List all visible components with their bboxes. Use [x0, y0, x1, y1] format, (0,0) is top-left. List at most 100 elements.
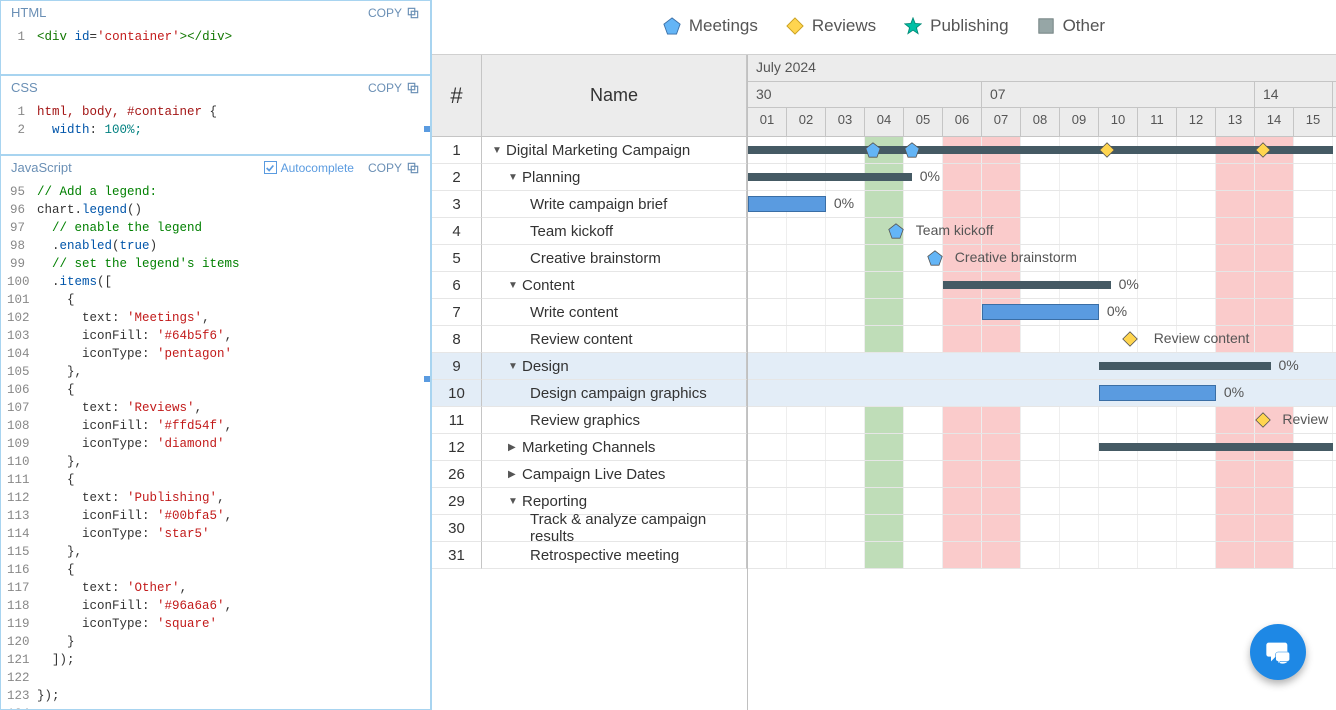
- timeline-row[interactable]: 0%: [748, 299, 1336, 326]
- task-bar[interactable]: [982, 304, 1099, 320]
- timeline-row[interactable]: Review: [748, 407, 1336, 434]
- autocomplete-toggle[interactable]: Autocomplete: [264, 161, 354, 175]
- task-bar[interactable]: [748, 196, 826, 212]
- grid-row-num[interactable]: 4: [432, 218, 482, 245]
- summary-bar[interactable]: [943, 281, 1111, 289]
- grid-row-name[interactable]: Design campaign graphics: [482, 380, 747, 407]
- grid-row-name[interactable]: Write content: [482, 299, 747, 326]
- chevron-down-icon[interactable]: ▼: [508, 361, 518, 372]
- chevron-right-icon[interactable]: ▶: [508, 469, 518, 480]
- grid-row-name[interactable]: Review graphics: [482, 407, 747, 434]
- chart-legend: Meetings Reviews Publishing Other: [432, 0, 1336, 54]
- grid-row-num[interactable]: 11: [432, 407, 482, 434]
- chat-fab-button[interactable]: [1250, 624, 1306, 680]
- grid-row-name[interactable]: Track & analyze campaign results: [482, 515, 747, 542]
- grid-row-num[interactable]: 30: [432, 515, 482, 542]
- checkbox-icon: [264, 161, 277, 174]
- gantt-timeline[interactable]: July 2024 300714 01020304050607080910111…: [748, 55, 1336, 710]
- timeline-row[interactable]: 0%: [748, 164, 1336, 191]
- grid-row-name[interactable]: Team kickoff: [482, 218, 747, 245]
- row-label: Review graphics: [530, 412, 640, 429]
- timeline-row[interactable]: 0%: [748, 380, 1336, 407]
- timeline-row[interactable]: [748, 137, 1336, 164]
- grid-row-num[interactable]: 29: [432, 488, 482, 515]
- gantt-data-grid: # 12345678910111226293031 Name ▼Digital …: [432, 55, 748, 710]
- milestone-marker[interactable]: [1122, 331, 1140, 349]
- grid-row-name[interactable]: Write campaign brief: [482, 191, 747, 218]
- chevron-down-icon[interactable]: ▼: [492, 145, 502, 156]
- grid-row-name[interactable]: ▼Content: [482, 272, 747, 299]
- row-label: Write campaign brief: [530, 196, 667, 213]
- diamond-icon: [786, 17, 804, 35]
- timeline-row[interactable]: Review content: [748, 326, 1336, 353]
- legend-label: Meetings: [689, 16, 758, 36]
- milestone-marker[interactable]: [927, 250, 945, 268]
- task-bar[interactable]: [1099, 385, 1216, 401]
- grid-row-name[interactable]: ▶Marketing Channels: [482, 434, 747, 461]
- grid-row-num[interactable]: 8: [432, 326, 482, 353]
- timeline-row[interactable]: [748, 434, 1336, 461]
- milestone-marker[interactable]: [865, 142, 883, 160]
- milestone-marker[interactable]: [1255, 412, 1273, 430]
- legend-item[interactable]: Reviews: [786, 16, 876, 36]
- summary-bar[interactable]: [748, 146, 1333, 154]
- timeline-day: 02: [787, 108, 826, 136]
- timeline-day: 01: [748, 108, 787, 136]
- html-code-area[interactable]: 1 <div id='container'></div>: [1, 24, 430, 74]
- grid-row-name[interactable]: ▶Campaign Live Dates: [482, 461, 747, 488]
- timeline-header: July 2024 300714 01020304050607080910111…: [748, 55, 1336, 137]
- legend-item[interactable]: Meetings: [663, 16, 758, 36]
- timeline-row[interactable]: [748, 515, 1336, 542]
- grid-row-num[interactable]: 12: [432, 434, 482, 461]
- grid-row-num[interactable]: 2: [432, 164, 482, 191]
- bar-label: 0%: [920, 168, 940, 184]
- timeline-row[interactable]: 0%: [748, 353, 1336, 380]
- timeline-row[interactable]: 0%: [748, 191, 1336, 218]
- summary-bar[interactable]: [1099, 443, 1333, 451]
- milestone-marker[interactable]: [1255, 142, 1273, 160]
- grid-row-num[interactable]: 6: [432, 272, 482, 299]
- js-copy-button[interactable]: COPY: [368, 161, 420, 175]
- timeline-row[interactable]: [748, 542, 1336, 569]
- legend-item[interactable]: Other: [1037, 16, 1106, 36]
- grid-row-num[interactable]: 7: [432, 299, 482, 326]
- grid-row-name[interactable]: ▼Planning: [482, 164, 747, 191]
- grid-row-num[interactable]: 1: [432, 137, 482, 164]
- css-code-area[interactable]: 12 html, body, #container { width: 100%;: [1, 99, 430, 154]
- grid-row-num[interactable]: 10: [432, 380, 482, 407]
- timeline-row[interactable]: 0%: [748, 272, 1336, 299]
- grid-row-name[interactable]: ▼Design: [482, 353, 747, 380]
- grid-row-name[interactable]: Retrospective meeting: [482, 542, 747, 569]
- chevron-down-icon[interactable]: ▼: [508, 280, 518, 291]
- grid-row-num[interactable]: 26: [432, 461, 482, 488]
- row-label: Digital Marketing Campaign: [506, 142, 690, 159]
- bar-label: 0%: [1119, 276, 1139, 292]
- timeline-row[interactable]: Team kickoff: [748, 218, 1336, 245]
- milestone-marker[interactable]: [904, 142, 922, 160]
- grid-row-num[interactable]: 31: [432, 542, 482, 569]
- timeline-day: 09: [1060, 108, 1099, 136]
- grid-row-num[interactable]: 3: [432, 191, 482, 218]
- chevron-down-icon[interactable]: ▼: [508, 172, 518, 183]
- milestone-marker[interactable]: [1099, 142, 1117, 160]
- chevron-down-icon[interactable]: ▼: [508, 496, 518, 507]
- html-copy-button[interactable]: COPY: [368, 6, 420, 20]
- chevron-right-icon[interactable]: ▶: [508, 442, 518, 453]
- timeline-row[interactable]: [748, 488, 1336, 515]
- js-code-area[interactable]: 9596979899100101102103104105106107108109…: [1, 179, 430, 709]
- timeline-month: July 2024: [748, 55, 1336, 82]
- grid-row-name[interactable]: Review content: [482, 326, 747, 353]
- legend-item[interactable]: Publishing: [904, 16, 1008, 36]
- milestone-marker[interactable]: [888, 223, 906, 241]
- timeline-row[interactable]: [748, 461, 1336, 488]
- summary-bar[interactable]: [748, 173, 912, 181]
- timeline-body[interactable]: 0%0%Team kickoffCreative brainstorm0%0%R…: [748, 137, 1336, 569]
- grid-row-name[interactable]: ▼ Digital Marketing Campaign: [482, 137, 747, 164]
- grid-row-num[interactable]: 9: [432, 353, 482, 380]
- grid-row-name[interactable]: Creative brainstorm: [482, 245, 747, 272]
- grid-row-num[interactable]: 5: [432, 245, 482, 272]
- summary-bar[interactable]: [1099, 362, 1271, 370]
- code-editor-panel: HTML COPY 1 <div id='container'></div> C…: [0, 0, 432, 710]
- css-copy-button[interactable]: COPY: [368, 81, 420, 95]
- timeline-row[interactable]: Creative brainstorm: [748, 245, 1336, 272]
